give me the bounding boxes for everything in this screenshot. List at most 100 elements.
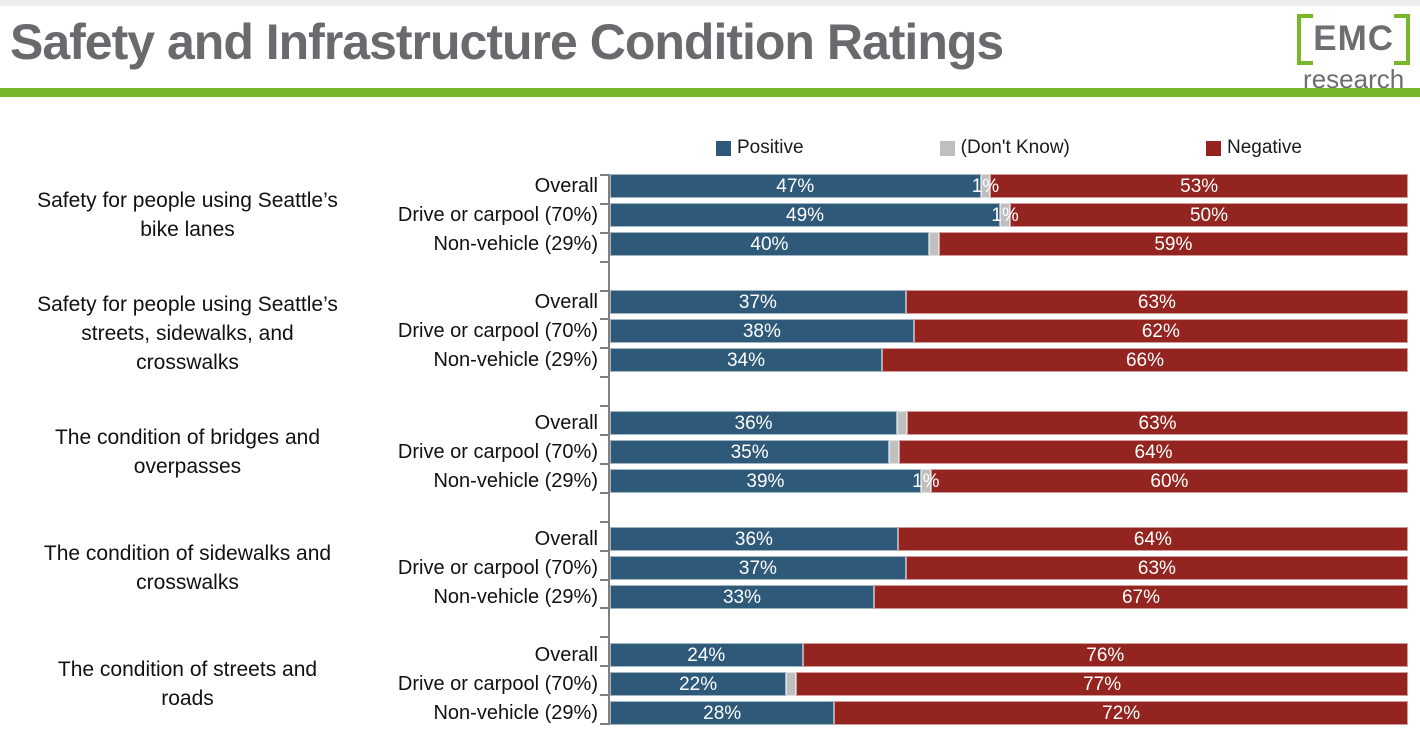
bar-segment-positive: 38% <box>610 319 914 343</box>
bar-row: Non-vehicle (29%) 28% 72% <box>375 701 1408 725</box>
bar-row: Drive or carpool (70%) 38% 62% <box>375 319 1408 343</box>
bar-value-label: 63% <box>1137 557 1176 579</box>
bar-segment-positive: 22% <box>610 672 787 696</box>
bar-segment-negative: 60% <box>930 469 1408 493</box>
bar-value-label: 64% <box>1133 528 1172 550</box>
bar-value-label: 1% <box>991 204 1019 226</box>
group-rows: Overall 24% 76% Drive or carpool (70%) 22% 77… <box>375 643 1408 725</box>
category-axis-line <box>608 174 610 725</box>
bar-value-label: 40% <box>750 233 789 255</box>
axis-tick <box>600 290 609 292</box>
axis-tick <box>600 434 609 436</box>
bar-value-label: 49% <box>786 204 825 226</box>
legend-label: Negative <box>1226 137 1302 158</box>
bar-value-label: 33% <box>722 586 762 608</box>
group-rows: Overall 47% 1% 53% Drive or carpool (70%) 49%… <box>375 174 1408 256</box>
axis-tick <box>600 694 609 696</box>
axis-tick <box>600 174 609 176</box>
bar-row-label: Non-vehicle (29%) <box>433 701 598 724</box>
bar-segment-dont-know <box>928 232 939 256</box>
stacked-bar: 38% 62% <box>610 319 1408 343</box>
bar-row: Non-vehicle (29%) 40% 59% <box>375 232 1408 256</box>
bar-row-label: Drive or carpool (70%) <box>397 203 598 226</box>
axis-tick <box>600 579 609 581</box>
stacked-bar: 40% 59% <box>610 232 1408 256</box>
header: Safety and Infrastructure Condition Rati… <box>0 6 1420 92</box>
bar-value-label: 63% <box>1138 412 1177 434</box>
bar-row: Drive or carpool (70%) 22% 77% <box>375 672 1408 696</box>
group-label: Safety for people using Seattle’s street… <box>37 293 338 374</box>
bar-row-label: Overall <box>534 290 598 313</box>
axis-tick <box>600 405 609 407</box>
axis-tick <box>600 376 609 378</box>
bar-value-label: 38% <box>742 320 781 342</box>
bar-segment-positive: 37% <box>610 290 906 314</box>
bar-segment-dont-know <box>897 411 908 435</box>
logo-subtitle: research <box>1303 63 1405 94</box>
window-top-band <box>0 0 1420 6</box>
axis-tick <box>600 463 609 465</box>
chart-group: The condition of streets and roads Overal… <box>0 643 1408 725</box>
logo-bracket-right-icon <box>1394 14 1410 65</box>
group-rows: Overall 36% 63% Drive or carpool (70%) 35% 64… <box>375 411 1408 493</box>
bar-segment-dont-know: 1% <box>991 203 1019 227</box>
bar-value-label: 36% <box>734 528 773 550</box>
stacked-bar: 49% 1% 50% <box>610 203 1408 227</box>
dont-know-swatch-icon <box>939 140 955 156</box>
axis-tick <box>600 521 609 523</box>
bar-row: Non-vehicle (29%) 39% 1% 60% <box>375 469 1408 493</box>
bar-segment-negative: 50% <box>1010 203 1408 227</box>
bar-value-label: 66% <box>1125 349 1164 371</box>
bar-value-label: 64% <box>1134 441 1173 463</box>
bar-segment-negative: 63% <box>905 556 1408 580</box>
logo-text: EMC <box>1313 19 1394 58</box>
chart-body: Safety for people using Seattle’s bike l… <box>0 174 1408 725</box>
bar-row-label: Non-vehicle (29%) <box>433 348 598 371</box>
bar-segment-positive: 24% <box>610 643 803 667</box>
axis-tick <box>600 261 609 263</box>
bar-segment-negative: 63% <box>907 411 1408 435</box>
bar-value-label: 47% <box>776 175 815 197</box>
stacked-bar: 35% 64% <box>610 440 1408 464</box>
bar-segment-positive: 40% <box>610 232 929 256</box>
bar-row-label: Overall <box>534 174 598 197</box>
stacked-bar: 47% 1% 53% <box>610 174 1408 198</box>
bar-value-label: 76% <box>1086 644 1125 666</box>
stacked-bar-chart: Safety for people using Seattle’s bike l… <box>0 174 1420 725</box>
bar-segment-positive: 36% <box>610 411 898 435</box>
bar-value-label: 24% <box>687 644 726 666</box>
bar-row-label: Drive or carpool (70%) <box>397 440 598 463</box>
bar-row: Drive or carpool (70%) 49% 1% 50% <box>375 203 1408 227</box>
stacked-bar: 37% 63% <box>610 290 1408 314</box>
bar-row-label: Non-vehicle (29%) <box>433 585 598 608</box>
bar-value-label: 63% <box>1137 291 1176 313</box>
legend-item-positive: Positive <box>716 137 804 159</box>
emc-research-logo: EMC research <box>1297 14 1410 92</box>
chart-group: Safety for people using Seattle’s street… <box>0 290 1408 377</box>
bar-value-label: 62% <box>1141 320 1180 342</box>
page-title: Safety and Infrastructure Condition Rati… <box>10 14 1004 70</box>
bar-segment-positive: 33% <box>610 585 875 609</box>
green-divider <box>0 88 1420 97</box>
bar-row: Non-vehicle (29%) 34% 66% <box>375 348 1408 372</box>
bar-value-label: 37% <box>738 557 777 579</box>
stacked-bar: 39% 1% 60% <box>610 469 1408 493</box>
axis-tick <box>600 203 609 205</box>
axis-tick <box>600 232 609 234</box>
stacked-bar: 33% 67% <box>610 585 1408 609</box>
logo-bracket-left-icon <box>1297 14 1314 65</box>
logo-bracket-mark: EMC <box>1297 14 1410 65</box>
bar-segment-negative: 76% <box>802 643 1408 667</box>
axis-tick <box>600 723 609 725</box>
bar-row-label: Overall <box>534 527 598 550</box>
axis-tick <box>600 607 609 609</box>
bar-value-label: 39% <box>746 470 785 492</box>
bar-segment-positive: 37% <box>610 556 906 580</box>
bar-value-label: 60% <box>1150 470 1189 492</box>
chart-legend: Positive (Don't Know) Negative <box>716 137 1302 159</box>
legend-label: (Don't Know) <box>960 137 1070 158</box>
bar-segment-positive: 35% <box>610 440 890 464</box>
axis-tick <box>600 636 609 638</box>
bar-segment-dont-know: 1% <box>972 174 999 198</box>
bar-row: Drive or carpool (70%) 35% 64% <box>375 440 1408 464</box>
